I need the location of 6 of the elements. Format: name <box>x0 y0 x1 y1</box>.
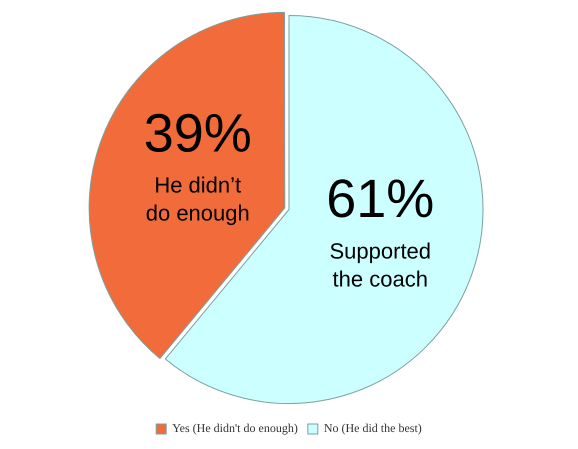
text: Supported the coach <box>330 238 432 292</box>
legend-label: Yes (He didn't do enough) <box>172 421 298 436</box>
text: He didn’t do enough <box>146 172 250 226</box>
data-label: 61% <box>326 169 434 230</box>
data-label: 39% <box>144 104 252 164</box>
legend-label: No (He did the best) <box>324 421 422 436</box>
